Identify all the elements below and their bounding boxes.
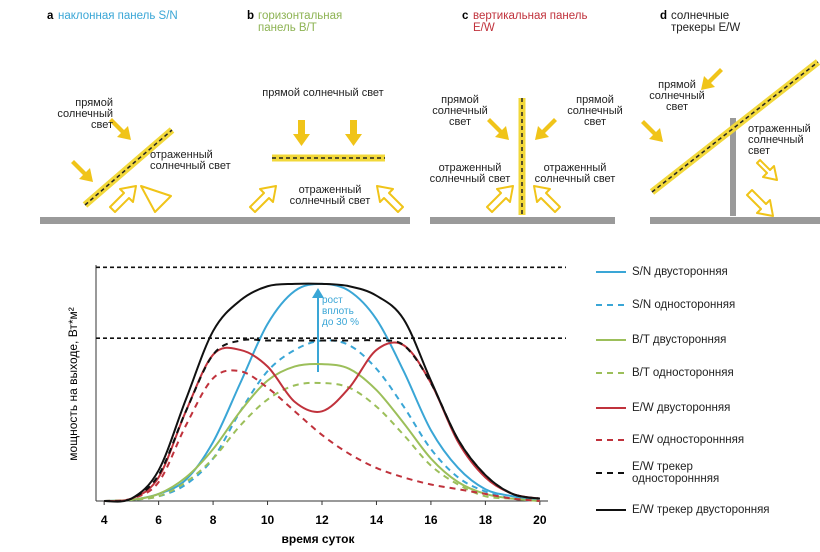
x-tick-label: 18 bbox=[479, 513, 493, 527]
panel-title: солнечные трекеры E/W bbox=[671, 10, 741, 34]
legend-label: B/T односторонняя bbox=[632, 367, 734, 379]
x-tick-label: 16 bbox=[424, 513, 438, 527]
light-label: отраженный солнечный свет bbox=[748, 123, 811, 157]
x-tick-label: 12 bbox=[315, 513, 329, 527]
panel-letter: c bbox=[462, 10, 469, 22]
sun-arrows bbox=[71, 68, 723, 182]
legend-label: E/W одностороннняя bbox=[632, 434, 745, 446]
light-label: отраженный солнечный свет bbox=[289, 184, 371, 207]
panel-letter: d bbox=[660, 10, 668, 22]
series-line bbox=[104, 341, 541, 503]
x-axis-title: время суток bbox=[282, 532, 356, 546]
series-line bbox=[104, 362, 540, 502]
panel-letter: a bbox=[47, 10, 54, 22]
panel-letter: b bbox=[247, 10, 255, 22]
series-line bbox=[104, 282, 541, 503]
reflected-arrows bbox=[109, 159, 778, 217]
legend-label: E/W двусторонняя bbox=[632, 402, 731, 414]
annotation-arrow bbox=[312, 288, 324, 298]
legend-label: E/W трекер двусторонняя bbox=[632, 504, 770, 516]
series-line bbox=[104, 381, 540, 502]
legend-label: S/N односторонняя bbox=[632, 299, 736, 311]
panel bbox=[651, 61, 819, 193]
x-tick-label: 6 bbox=[155, 513, 162, 527]
x-tick-label: 8 bbox=[210, 513, 217, 527]
ground bbox=[40, 217, 250, 224]
ground bbox=[650, 217, 820, 224]
light-label: прямой солнечный свет bbox=[432, 94, 488, 128]
light-label: прямой солнечный свет bbox=[649, 79, 705, 113]
annotation: до 30 % bbox=[322, 317, 359, 328]
diagram-art bbox=[40, 59, 820, 224]
legend-label: B/T двусторонняя bbox=[632, 334, 727, 346]
panel-title: вертикальная панель E/W bbox=[473, 10, 588, 34]
panel-title: горизонтальная панель В/Т bbox=[258, 10, 343, 34]
series-line bbox=[104, 369, 540, 502]
legend-label: E/W трекер одностороннняя bbox=[632, 461, 720, 485]
x-tick-label: 4 bbox=[101, 513, 108, 527]
annotation: рост bbox=[322, 295, 343, 306]
y-axis-title: мощность на выходе, Вт*м² bbox=[66, 307, 80, 460]
annotation: вплоть bbox=[322, 306, 354, 317]
light-label: прямой солнечный свет bbox=[262, 87, 384, 99]
light-label: отраженный солнечный свет bbox=[534, 162, 616, 185]
x-tick-label: 14 bbox=[370, 513, 384, 527]
ground bbox=[430, 217, 615, 224]
panel bbox=[84, 129, 173, 206]
light-label: отраженный солнечный свет bbox=[150, 149, 231, 172]
x-tick-label: 20 bbox=[533, 513, 547, 527]
light-label: прямой солнечный свет bbox=[567, 94, 623, 128]
light-label: прямой солнечный свет bbox=[57, 97, 113, 131]
x-tick-label: 10 bbox=[261, 513, 275, 527]
panel-title: наклонная панель S/N bbox=[58, 10, 178, 22]
light-label: отраженный солнечный свет bbox=[429, 162, 511, 185]
series-line bbox=[104, 338, 541, 503]
ground bbox=[245, 217, 410, 224]
legend-label: S/N двусторонняя bbox=[632, 266, 728, 278]
